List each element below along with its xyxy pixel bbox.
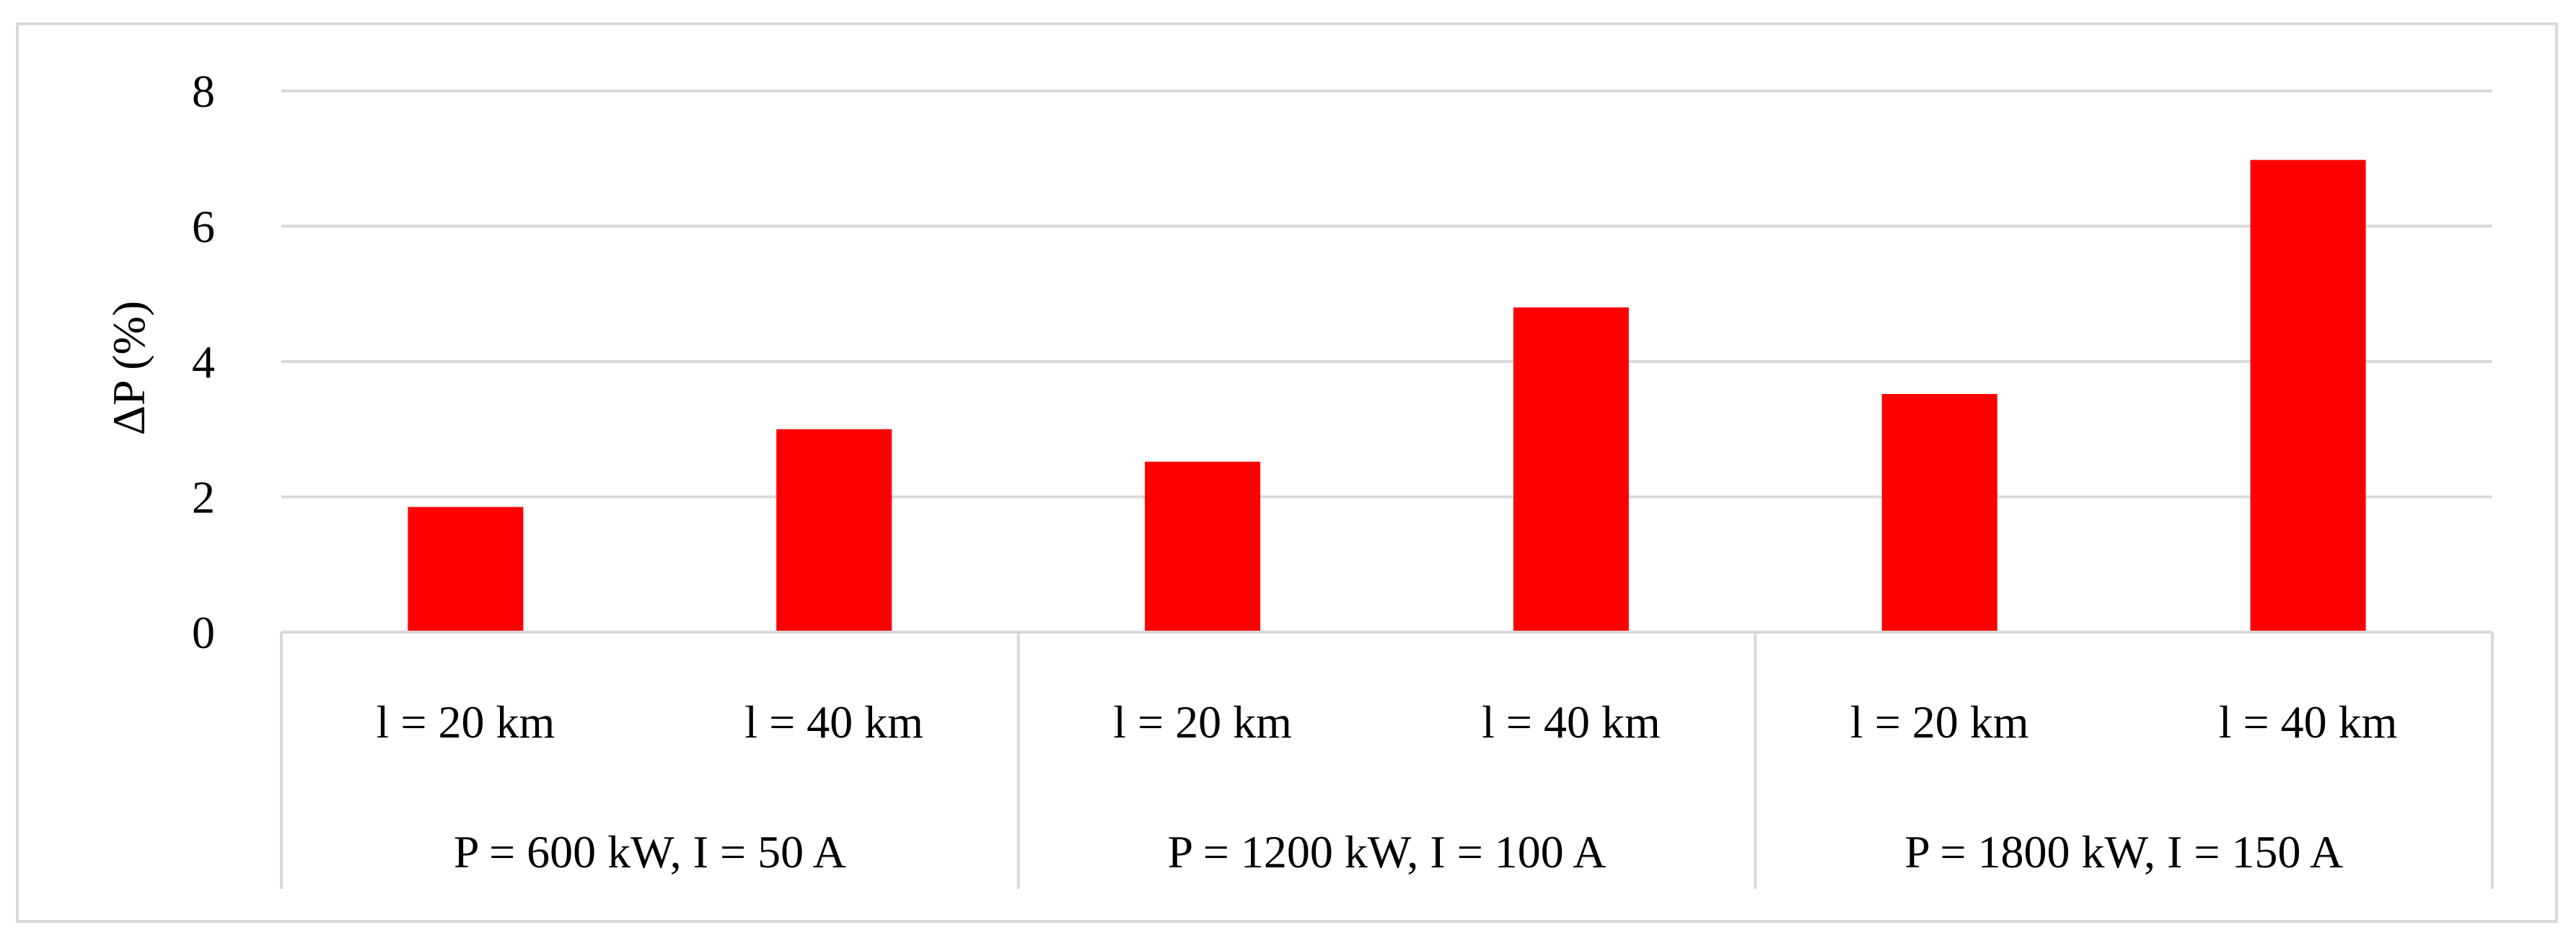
- gridlines: [281, 89, 2492, 499]
- group-label: P = 1800 kW, I = 150 A: [1904, 826, 2343, 877]
- category-labels: l = 20 km l = 40 km l = 20 km l = 40 km l = …: [377, 696, 2398, 748]
- category-label: l = 40 km: [744, 696, 923, 748]
- chart-frame: [16, 22, 2558, 923]
- category-label: l = 20 km: [377, 696, 555, 748]
- group-labels: P = 600 kW, I = 50 A P = 1200 kW, I = 100…: [454, 826, 2343, 877]
- y-tick-label: 0: [192, 607, 215, 658]
- bar: [776, 429, 892, 632]
- bar: [2250, 159, 2366, 632]
- bar: [1513, 307, 1629, 632]
- y-tick-label: 4: [192, 336, 215, 388]
- y-tick-label: 8: [192, 66, 215, 117]
- bar: [408, 507, 524, 632]
- y-axis-label: ΔP (%): [103, 301, 154, 435]
- bars: [408, 159, 2366, 632]
- y-tick-labels: 0 2 4 6 8: [192, 66, 215, 658]
- category-label: l = 20 km: [1113, 696, 1292, 748]
- bar: [1145, 461, 1261, 632]
- category-label: l = 40 km: [1482, 696, 1661, 748]
- axes: [280, 631, 2494, 889]
- y-tick-label: 6: [192, 201, 215, 253]
- y-tick-label: 2: [192, 472, 215, 523]
- category-label: l = 40 km: [2219, 696, 2398, 748]
- category-label: l = 20 km: [1850, 696, 2029, 748]
- bar: [1881, 394, 1997, 632]
- group-label: P = 1200 kW, I = 100 A: [1168, 826, 1606, 877]
- group-label: P = 600 kW, I = 50 A: [454, 826, 846, 877]
